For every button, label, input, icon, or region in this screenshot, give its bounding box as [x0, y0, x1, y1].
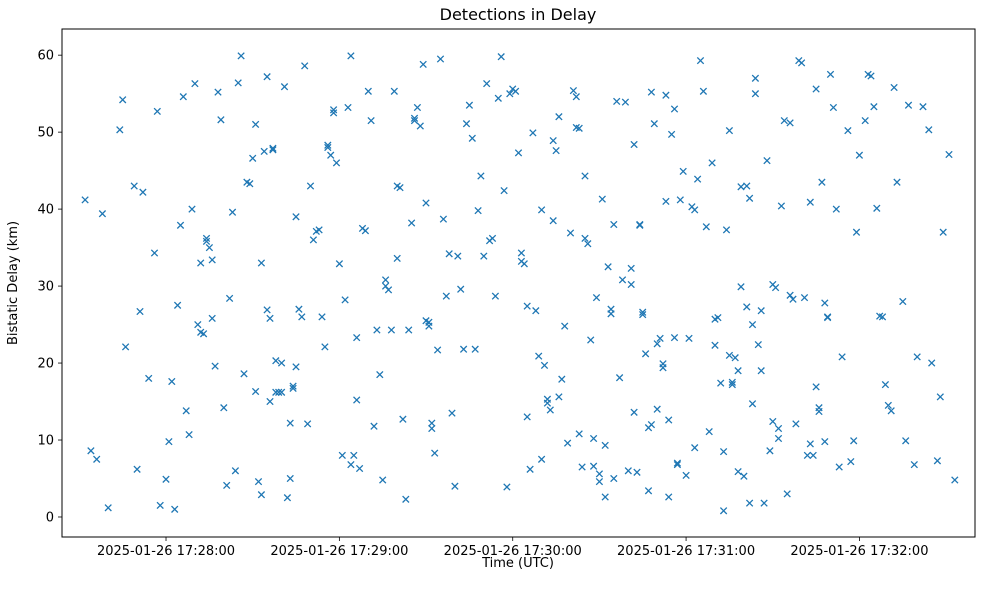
x-tick-label: 2025-01-26 17:29:00	[270, 544, 408, 559]
y-tick-label: 10	[37, 434, 54, 449]
y-tick-label: 0	[46, 510, 54, 525]
x-tick-label: 2025-01-26 17:30:00	[444, 544, 582, 559]
axis-ticks: 2025-01-26 17:28:00 2025-01-26 17:29:00 20…	[37, 49, 928, 559]
chart-title: Detections in Delay	[440, 5, 597, 24]
x-tick-label: 2025-01-26 17:28:00	[97, 544, 235, 559]
axes-frame	[61, 28, 976, 538]
x-axis-label: Time (UTC)	[481, 556, 554, 571]
y-tick-label: 60	[37, 49, 54, 64]
x-tick-label: 2025-01-26 17:31:00	[617, 544, 755, 559]
y-tick-label: 20	[37, 357, 54, 372]
y-tick-label: 40	[37, 203, 54, 218]
scatter-points	[81, 52, 959, 515]
y-tick-label: 30	[37, 280, 54, 295]
y-axis-label: Bistatic Delay (km)	[6, 221, 21, 345]
y-tick-label: 50	[37, 126, 54, 141]
x-tick-label: 2025-01-26 17:32:00	[790, 544, 928, 559]
